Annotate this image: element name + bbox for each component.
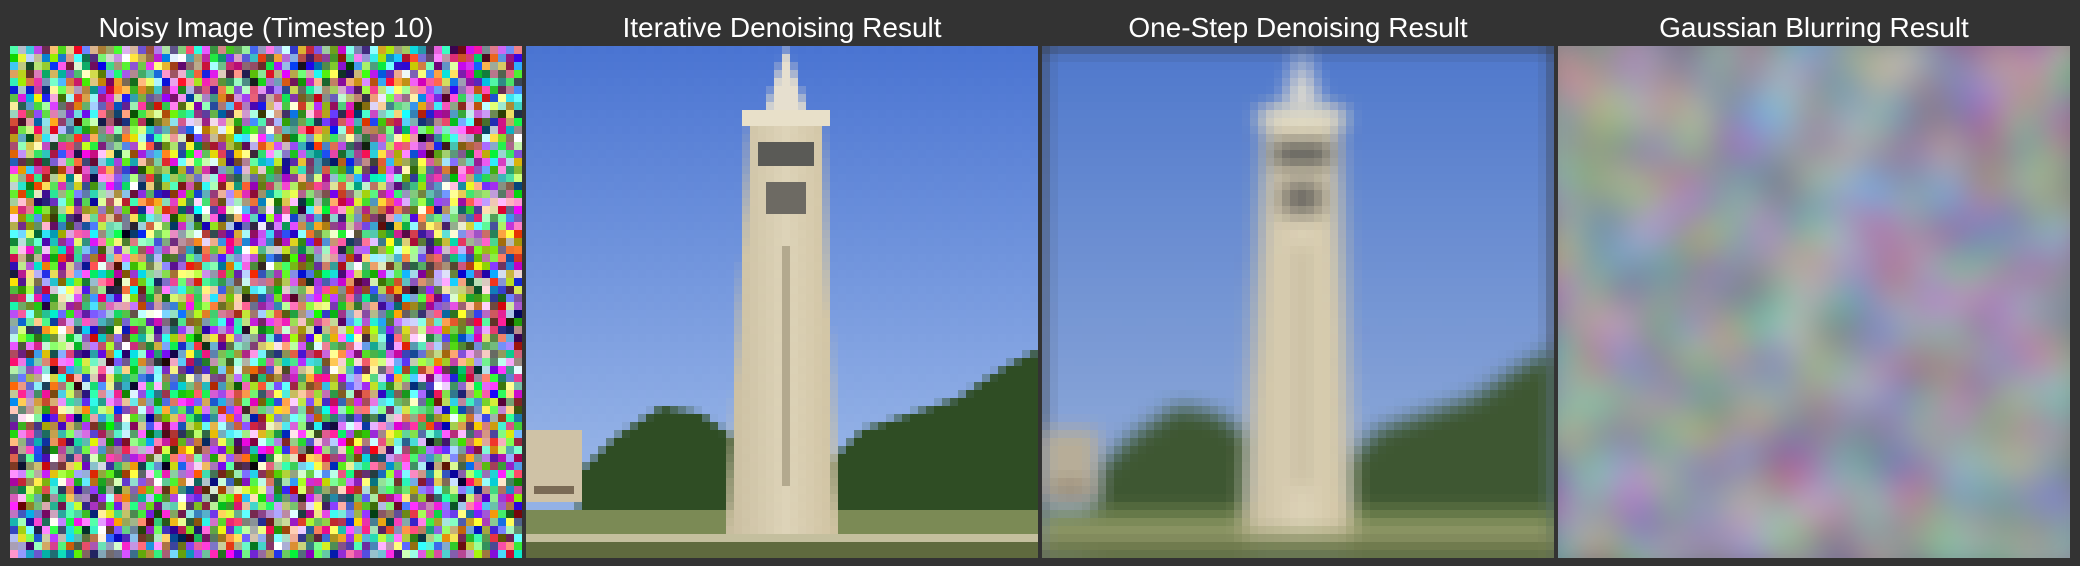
panel-title-iterative: Iterative Denoising Result (622, 12, 942, 43)
panel-gaussian: Gaussian Blurring Result (1558, 0, 2070, 566)
panel-title-noisy: Noisy Image (Timestep 10) (98, 12, 434, 43)
panel-iterative: Iterative Denoising Result (526, 0, 1038, 566)
noisy-image (10, 46, 522, 558)
panel-noisy: Noisy Image (Timestep 10) (10, 0, 522, 566)
panel-title-gaussian: Gaussian Blurring Result (1659, 12, 1969, 43)
iterative-denoised-tower-image (526, 46, 1038, 558)
gaussian-blurred-noise-image (1558, 46, 2070, 558)
panel-one-step: One-Step Denoising Result (1042, 0, 1554, 566)
one-step-denoised-tower-image (1042, 46, 1554, 558)
panel-title-one-step: One-Step Denoising Result (1128, 12, 1468, 43)
